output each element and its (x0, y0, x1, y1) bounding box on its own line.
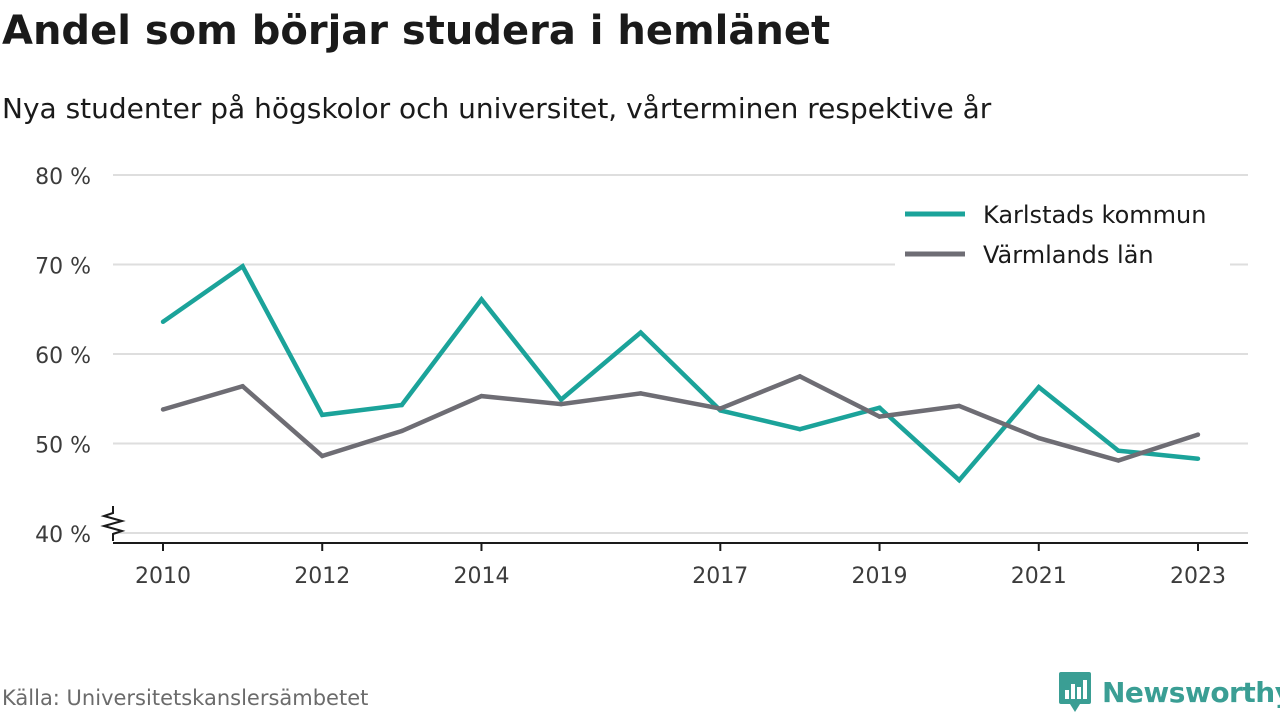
data-point (320, 453, 325, 459)
data-point (160, 407, 166, 412)
data-point (797, 426, 803, 432)
data-point (877, 414, 882, 419)
legend-label: Värmlands län (983, 241, 1154, 269)
source-note: Källa: Universitetskanslersämbetet (2, 686, 369, 710)
x-tick-label: 2019 (852, 564, 908, 589)
data-point (638, 330, 643, 335)
data-point (797, 374, 803, 379)
series-line-karlstad (161, 263, 1199, 484)
data-point (1195, 456, 1201, 461)
data-point (1036, 435, 1041, 441)
newsworthy-logo-icon (1059, 672, 1091, 712)
data-point (558, 397, 564, 402)
data-point (558, 401, 564, 407)
y-tick-label: 50 % (35, 434, 91, 459)
brand-logo[interactable]: Newsworthy (1058, 670, 1280, 714)
y-tick-label: 80 % (35, 165, 91, 190)
x-tick-label: 2014 (453, 564, 509, 589)
data-point (320, 412, 325, 418)
series-line-varmland (162, 373, 1199, 463)
y-tick-label: 70 % (35, 255, 91, 280)
data-point (1036, 384, 1041, 390)
y-tick-label: 60 % (35, 344, 91, 369)
data-point (718, 406, 723, 411)
data-point (479, 297, 484, 302)
x-tick-label: 2017 (692, 564, 748, 589)
data-point (240, 384, 245, 389)
chart-title: Andel som börjar studera i hemlänet (2, 8, 831, 54)
data-point (240, 264, 245, 269)
data-point (399, 428, 405, 434)
x-tick-label: 2012 (294, 564, 350, 589)
data-point (160, 319, 166, 324)
data-point (638, 391, 643, 396)
data-point (479, 393, 484, 399)
data-point (1195, 432, 1201, 437)
brand-name: Newsworthy (1102, 675, 1280, 709)
data-point (399, 402, 405, 408)
y-axis-break-icon (100, 506, 126, 541)
data-point (956, 477, 962, 483)
legend-label: Karlstads kommun (983, 201, 1206, 229)
data-point (1116, 458, 1121, 463)
data-point (956, 403, 962, 409)
y-tick-label: 40 % (35, 523, 91, 548)
x-tick-label: 2023 (1170, 564, 1226, 589)
x-tick-label: 2010 (135, 564, 191, 589)
data-point (1116, 448, 1121, 453)
x-tick-label: 2021 (1011, 564, 1067, 589)
chart-subtitle: Nya studenter på högskolor och universit… (2, 92, 992, 125)
data-point (877, 405, 882, 410)
